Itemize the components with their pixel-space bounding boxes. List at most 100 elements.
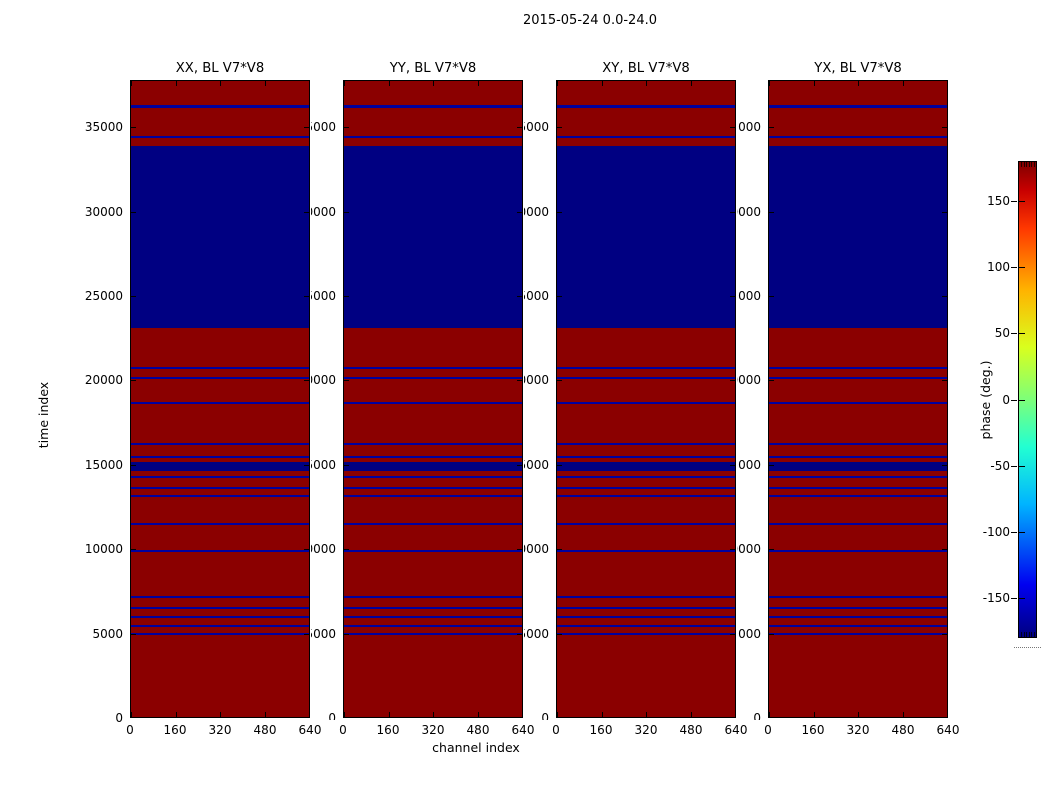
phase-band [344, 633, 522, 636]
phase-band [131, 595, 309, 598]
colorbar-hatch [1026, 632, 1028, 637]
panel-title-xy: XY, BL V7*V8 [602, 61, 690, 76]
x-tick-label: 640 [298, 723, 322, 737]
phase-band [769, 624, 947, 627]
phase-band [769, 461, 947, 471]
y-tick-label: 25000 [311, 289, 336, 304]
x-tick-mark [344, 712, 345, 717]
phase-band [344, 624, 522, 627]
x-tick-mark [388, 712, 390, 717]
colorbar-tick-mark [1019, 532, 1025, 533]
y-tick-mark [942, 633, 947, 635]
y-axis-label: time index [36, 381, 51, 449]
y-tick-label: 20000 [524, 373, 549, 388]
x-tick-label: 320 [634, 723, 658, 737]
phase-band [344, 606, 522, 609]
y-tick-mark [942, 380, 947, 382]
phase-band [131, 606, 309, 609]
phase-band [769, 377, 947, 380]
x-tick-mark [557, 712, 558, 717]
y-tick-mark [517, 127, 522, 129]
y-tick-mark [769, 633, 774, 635]
colorbar-tick-label: 0 [1002, 393, 1010, 407]
x-tick-mark [433, 712, 434, 717]
y-tick-mark [304, 127, 309, 129]
y-tick-mark [730, 464, 735, 466]
x-tick-mark [769, 81, 770, 86]
y-tick-mark [517, 296, 522, 298]
x-tick-mark [557, 81, 558, 86]
y-tick-mark [344, 549, 349, 551]
y-tick-mark [517, 211, 522, 213]
y-tick-label: 25000 [737, 289, 761, 304]
y-tick-label: 20000 [84, 373, 123, 388]
x-tick-label: 480 [466, 723, 490, 737]
x-tick-label: 0 [552, 723, 560, 737]
y-tick-label: 10000 [737, 542, 761, 557]
colorbar-hatch [1031, 162, 1033, 167]
x-tick-mark [477, 712, 479, 717]
phase-band [344, 495, 522, 498]
colorbar-hatch [1034, 162, 1035, 167]
y-tick-mark [769, 211, 774, 213]
x-tick-label: 160 [376, 723, 400, 737]
y-tick-label: 30000 [311, 204, 336, 219]
y-tick-label: 10000 [524, 542, 549, 557]
colorbar-tick-label: -100 [982, 525, 1010, 539]
y-tick-label: 20000 [311, 373, 336, 388]
colorbar-hatch [1034, 632, 1035, 637]
phase-band [344, 145, 522, 329]
y-tick-mark [304, 296, 309, 298]
x-tick-label: 480 [253, 723, 277, 737]
phase-band [131, 366, 309, 369]
phase-band [769, 606, 947, 609]
y-tick-mark [344, 633, 349, 635]
y-tick-label: 30000 [737, 204, 761, 219]
y-tick-label-gap: 0 5000 10000 15000 20000 25000 30000 35000 [737, 80, 761, 720]
x-tick-label: 320 [421, 723, 445, 737]
x-tick-mark [858, 81, 859, 86]
y-tick-mark [557, 464, 562, 466]
colorbar-tick-mark [1019, 333, 1025, 334]
colorbar-tick-mark [1011, 532, 1017, 533]
colorbar-tick-mark [1011, 466, 1017, 467]
y-tick-label: 0 [328, 711, 336, 720]
x-tick-mark [813, 81, 815, 86]
x-tick-mark [522, 712, 523, 717]
y-tick-mark [517, 633, 522, 635]
y-tick-mark [769, 549, 774, 551]
x-tick-label: 160 [589, 723, 613, 737]
x-tick-mark [344, 81, 345, 86]
y-tick-mark [769, 380, 774, 382]
y-tick-mark [730, 211, 735, 213]
x-axis-label: channel index [432, 740, 520, 755]
y-tick-mark [131, 549, 136, 551]
y-tick-mark [304, 464, 309, 466]
heatmap-panel-yx [768, 80, 948, 718]
phase-band [131, 135, 309, 138]
x-tick-mark [947, 81, 948, 86]
phase-band [769, 615, 947, 618]
colorbar-tick-label: -150 [982, 591, 1010, 605]
phase-band [769, 523, 947, 526]
x-tick-label: 160 [801, 723, 825, 737]
y-tick-mark [517, 464, 522, 466]
y-tick-label: 35000 [84, 120, 123, 135]
y-tick-mark [304, 380, 309, 382]
phase-band [131, 495, 309, 498]
y-tick-label: 15000 [737, 457, 761, 472]
phase-band [557, 633, 735, 636]
y-tick-mark [557, 380, 562, 382]
colorbar-hatch [1026, 162, 1028, 167]
phase-band [344, 523, 522, 526]
phase-band [557, 476, 735, 479]
x-tick-mark [388, 81, 390, 86]
x-tick-mark [902, 81, 904, 86]
phase-band [769, 549, 947, 552]
y-tick-mark [942, 549, 947, 551]
x-tick-label: 640 [511, 723, 535, 737]
x-tick-label: 320 [208, 723, 232, 737]
phase-band [557, 606, 735, 609]
y-tick-label: 15000 [311, 457, 336, 472]
x-tick-mark [131, 712, 132, 717]
